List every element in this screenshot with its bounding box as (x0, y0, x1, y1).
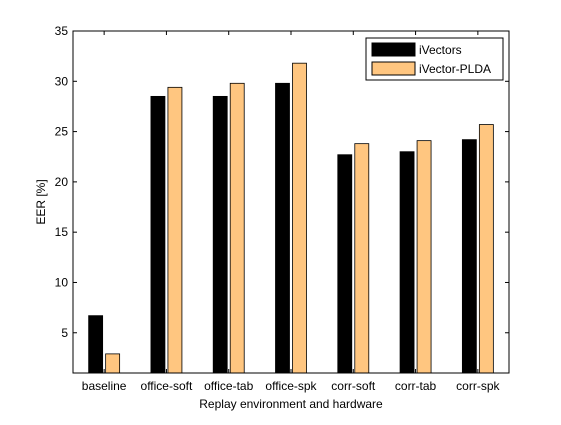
plot-background (73, 31, 509, 373)
y-tick-label: 10 (55, 275, 69, 289)
bar-ivector-plda-office-soft (167, 86, 183, 374)
bar-ivector-plda-office-spk (292, 62, 307, 374)
x-tick-label: office-spk (265, 379, 317, 393)
legend-swatch-ivectors (371, 42, 416, 57)
y-ticks-group: 5 10 15 20 25 30 35 (55, 24, 509, 340)
bar-ivector-plda-baseline (105, 353, 121, 374)
bar-ivectors-office-spk (275, 82, 290, 374)
bar-ivector-plda-office-tab (229, 82, 245, 374)
bar-ivectors-corr-tab (399, 151, 415, 374)
x-tick-label: baseline (82, 379, 127, 393)
bar-ivector-plda-corr-spk (478, 124, 494, 374)
y-tick-label: 25 (55, 125, 69, 139)
bar-ivector-plda-corr-tab (416, 140, 432, 374)
bar-ivectors-office-tab (212, 95, 228, 374)
y-tick-label: 30 (55, 74, 69, 88)
y-axis-label: EER [%] (34, 179, 48, 224)
bar-ivector-plda-corr-soft (354, 143, 370, 374)
bar-ivectors-baseline (88, 315, 104, 374)
legend-label-ivectors: iVectors (419, 43, 462, 57)
x-tick-label: corr-tab (395, 379, 437, 393)
x-tick-label: office-soft (141, 379, 193, 393)
x-axis-label: Replay environment and hardware (199, 397, 383, 411)
y-tick-label: 20 (55, 175, 69, 189)
y-tick-label: 35 (55, 24, 69, 38)
x-tick-label: corr-soft (331, 379, 376, 393)
x-tick-label: office-tab (204, 379, 253, 393)
bars-group (88, 62, 494, 374)
legend-swatch-ivector-plda (371, 61, 416, 76)
y-tick-label: 5 (61, 326, 68, 340)
legend: iVectors iVector-PLDA (365, 37, 504, 81)
legend-label-ivector-plda: iVector-PLDA (419, 62, 491, 76)
bar-ivectors-office-soft (150, 95, 166, 374)
bar-ivectors-corr-soft (337, 154, 353, 374)
bar-ivectors-corr-spk (461, 139, 477, 374)
y-tick-label: 15 (55, 225, 69, 239)
x-ticks-group: baseline office-soft office-tab office-spk c… (82, 31, 501, 393)
x-tick-label: corr-spk (456, 379, 500, 393)
